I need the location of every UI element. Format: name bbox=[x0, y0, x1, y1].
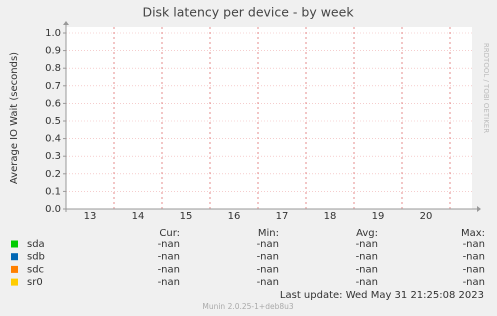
legend-stat: -nan bbox=[257, 277, 279, 288]
legend-stat: -nan bbox=[158, 264, 180, 275]
y-tick-label: 0.6 bbox=[45, 98, 61, 109]
legend-stat: -nan bbox=[463, 239, 485, 250]
side-text: RRDTOOL / TOBI OETIKER bbox=[482, 43, 490, 133]
x-tick-label: 13 bbox=[84, 211, 97, 222]
footer: Munin 2.0.25-1+deb8u3 bbox=[202, 302, 293, 311]
legend-stat: -nan bbox=[158, 277, 180, 288]
x-tick-label: 17 bbox=[276, 211, 289, 222]
x-tick-label: 15 bbox=[180, 211, 193, 222]
x-tick-label: 20 bbox=[420, 211, 433, 222]
legend-label: sdb bbox=[27, 252, 45, 263]
y-tick-label: 0.1 bbox=[45, 186, 61, 197]
y-tick-label: 0.0 bbox=[45, 204, 61, 215]
y-tick-label: 1.0 bbox=[45, 28, 61, 39]
y-axis-label: Average IO Wait (seconds) bbox=[9, 52, 20, 184]
legend-stat: -nan bbox=[356, 264, 378, 275]
legend-label: sdc bbox=[27, 264, 44, 275]
legend-swatch bbox=[11, 265, 18, 273]
legend-stat: -nan bbox=[356, 239, 378, 250]
plot-area bbox=[66, 27, 472, 209]
legend-stat: -nan bbox=[463, 277, 485, 288]
legend-stat: -nan bbox=[463, 252, 485, 263]
y-tick-label: 0.8 bbox=[45, 63, 61, 74]
y-tick-label: 0.3 bbox=[45, 151, 61, 162]
legend-stat: -nan bbox=[158, 252, 180, 263]
legend-stat: -nan bbox=[257, 239, 279, 250]
legend-column-header: Cur: bbox=[159, 228, 180, 239]
x-tick-label: 19 bbox=[372, 211, 385, 222]
y-tick-label: 0.4 bbox=[45, 134, 61, 145]
legend-swatch bbox=[11, 240, 18, 248]
y-tick-label: 0.7 bbox=[45, 81, 61, 92]
legend-swatch bbox=[11, 278, 18, 286]
legend-swatch bbox=[11, 253, 18, 261]
last-update: Last update: Wed May 31 21:25:08 2023 bbox=[280, 290, 484, 301]
x-tick-label: 14 bbox=[132, 211, 145, 222]
y-tick-label: 0.9 bbox=[45, 46, 61, 57]
legend-stat: -nan bbox=[257, 264, 279, 275]
y-tick-label: 0.5 bbox=[45, 116, 61, 127]
legend-stat: -nan bbox=[463, 264, 485, 275]
legend-column-header: Avg: bbox=[356, 228, 378, 239]
legend-stat: -nan bbox=[356, 252, 378, 263]
x-tick-label: 18 bbox=[324, 211, 337, 222]
legend-column-header: Min: bbox=[258, 228, 279, 239]
legend-stat: -nan bbox=[356, 277, 378, 288]
legend-stat: -nan bbox=[158, 239, 180, 250]
legend-label: sr0 bbox=[27, 277, 43, 288]
chart-title: Disk latency per device - by week bbox=[142, 5, 354, 20]
legend-column-header: Max: bbox=[461, 228, 485, 239]
x-tick-label: 16 bbox=[228, 211, 241, 222]
y-tick-label: 0.2 bbox=[45, 169, 61, 180]
legend-label: sda bbox=[27, 239, 45, 250]
legend-stat: -nan bbox=[257, 252, 279, 263]
